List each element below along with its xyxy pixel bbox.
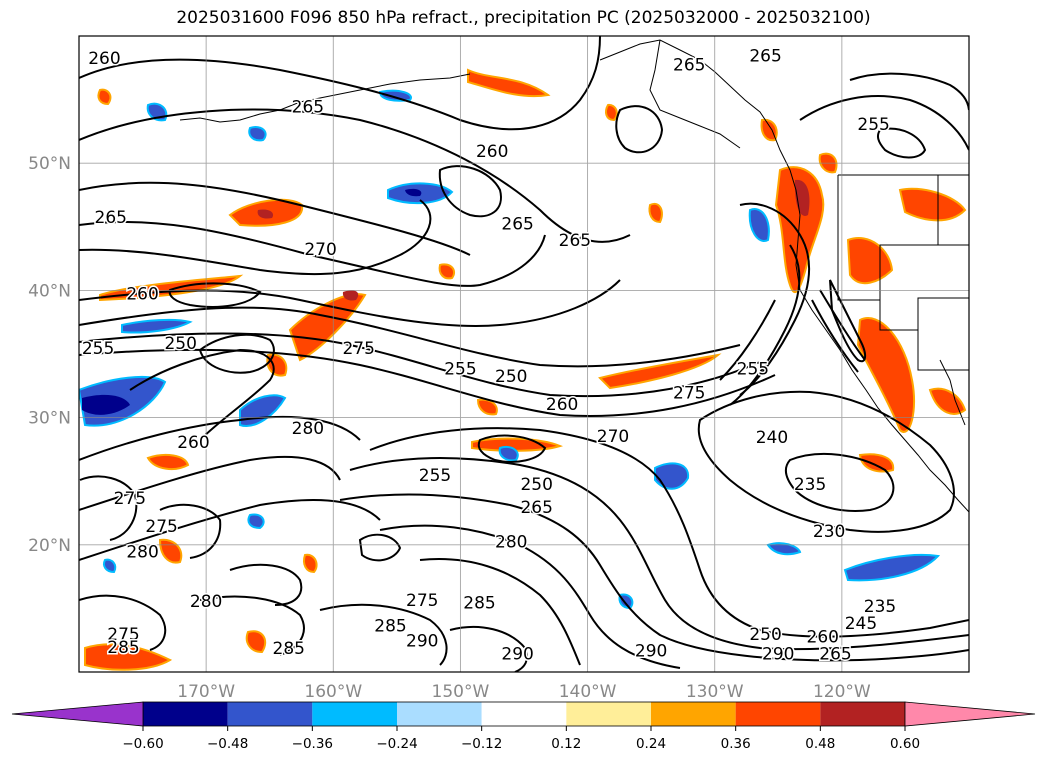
longitude-label: 130°W (686, 682, 744, 702)
colorbar-tick-label: −0.24 (376, 736, 417, 752)
contour-label: 265 (292, 97, 324, 117)
colorbar-tick-label: −0.36 (292, 736, 333, 752)
colorbar-box (397, 702, 482, 726)
contour-label: 275 (114, 489, 146, 509)
colorbar-box (735, 702, 821, 726)
coastlines (179, 39, 969, 513)
contour-label: 285 (463, 593, 495, 613)
contour-label: 265 (819, 644, 851, 664)
colorbar-tick-label: 0.60 (890, 736, 920, 752)
contour-label: 230 (813, 522, 845, 542)
contour-label: 285 (374, 616, 406, 636)
colorbar-box (651, 702, 736, 726)
colorbar-tick-label: −0.48 (207, 736, 248, 752)
contour-label: 280 (292, 419, 324, 439)
contour-label: 255 (444, 359, 476, 379)
contour-label: 255 (737, 359, 769, 379)
colorbar-tick-label: −0.12 (461, 736, 502, 752)
contour-label: 265 (749, 46, 781, 66)
colorbar-tick-label: 0.36 (721, 736, 751, 752)
colorbar-tick-label: 0.48 (805, 736, 835, 752)
contour-label: 285 (107, 638, 139, 658)
contour-label: 275 (145, 517, 177, 537)
contour-label: 260 (177, 433, 209, 453)
contour-label: 280 (126, 543, 158, 563)
contour-label: 280 (190, 592, 222, 612)
contour-label: 280 (495, 532, 527, 552)
contour-label: 250 (749, 625, 781, 645)
colorbar-tick-label: 0.24 (636, 736, 666, 752)
contour-label: 290 (501, 644, 533, 664)
contour-label: 275 (342, 339, 374, 359)
contour-label: 270 (304, 240, 336, 260)
colorbar-tick-label: 0.12 (551, 736, 581, 752)
contour-label: 270 (597, 427, 629, 447)
contour-label: 255 (419, 466, 451, 486)
longitude-label: 150°W (432, 682, 490, 702)
colorbar-box (820, 702, 905, 726)
contour-label: 265 (501, 214, 533, 234)
contour-label: 260 (88, 49, 120, 69)
contour-label: 260 (476, 142, 508, 162)
colorbar-box (312, 702, 397, 726)
latitude-label: 40°N (28, 281, 71, 301)
contour-label: 250 (164, 334, 196, 354)
contour-label: 290 (762, 644, 794, 664)
contour-label: 290 (635, 642, 667, 662)
contour-label: 275 (406, 591, 438, 611)
colorbar-extend-min (11, 701, 144, 727)
contour-label: 255 (82, 339, 114, 359)
contour-label: 265 (95, 208, 127, 228)
contour-label: 245 (845, 614, 877, 634)
graticule-grid (79, 36, 969, 672)
latitude-label: 30°N (28, 409, 71, 429)
contour-label: 265 (673, 55, 705, 75)
contour-label: 250 (495, 367, 527, 387)
longitude-labels: 170°W 160°W 150°W 140°W 130°W 120°W (177, 682, 871, 702)
contour-label: 290 (406, 632, 438, 652)
latitude-label: 20°N (28, 536, 71, 556)
contour-label: 265 (520, 498, 552, 518)
contour-label: 255 (857, 115, 889, 135)
colorbar-extend-max (904, 701, 1036, 727)
contour-label: 265 (559, 231, 591, 251)
contour-label: 285 (273, 639, 305, 659)
contour-label: 235 (864, 597, 896, 617)
longitude-label: 120°W (813, 682, 871, 702)
colorbar-box (143, 702, 228, 726)
colorbar-tick-label: −0.60 (122, 736, 163, 752)
latitude-label: 50°N (28, 154, 71, 174)
contour-label: 275 (107, 625, 139, 645)
longitude-label: 170°W (177, 682, 235, 702)
contour-label: 260 (126, 284, 158, 304)
contour-label: 275 (673, 384, 705, 404)
longitude-label: 160°W (304, 682, 362, 702)
longitude-label: 140°W (559, 682, 617, 702)
colorbar-box (481, 702, 567, 726)
colorbar-box (227, 702, 313, 726)
contour-label: 260 (546, 395, 578, 415)
map-title: 2025031600 F096 850 hPa refract., precip… (176, 8, 871, 28)
refractivity-contours (79, 36, 969, 672)
latitude-labels: 50°N 40°N 30°N 20°N (28, 154, 71, 556)
contour-label: 250 (520, 475, 552, 495)
contour-label: 235 (794, 475, 826, 495)
map-background (79, 36, 969, 672)
map-frame (78, 35, 970, 673)
colorbar: −0.60 −0.48 −0.36 −0.24 −0.12 0.12 0.24 0.36 0.4… (11, 701, 1036, 752)
precipitation-shading (79, 68, 967, 671)
contour-label: 240 (756, 428, 788, 448)
contour-label: 260 (807, 628, 839, 648)
colorbar-box (566, 702, 651, 726)
